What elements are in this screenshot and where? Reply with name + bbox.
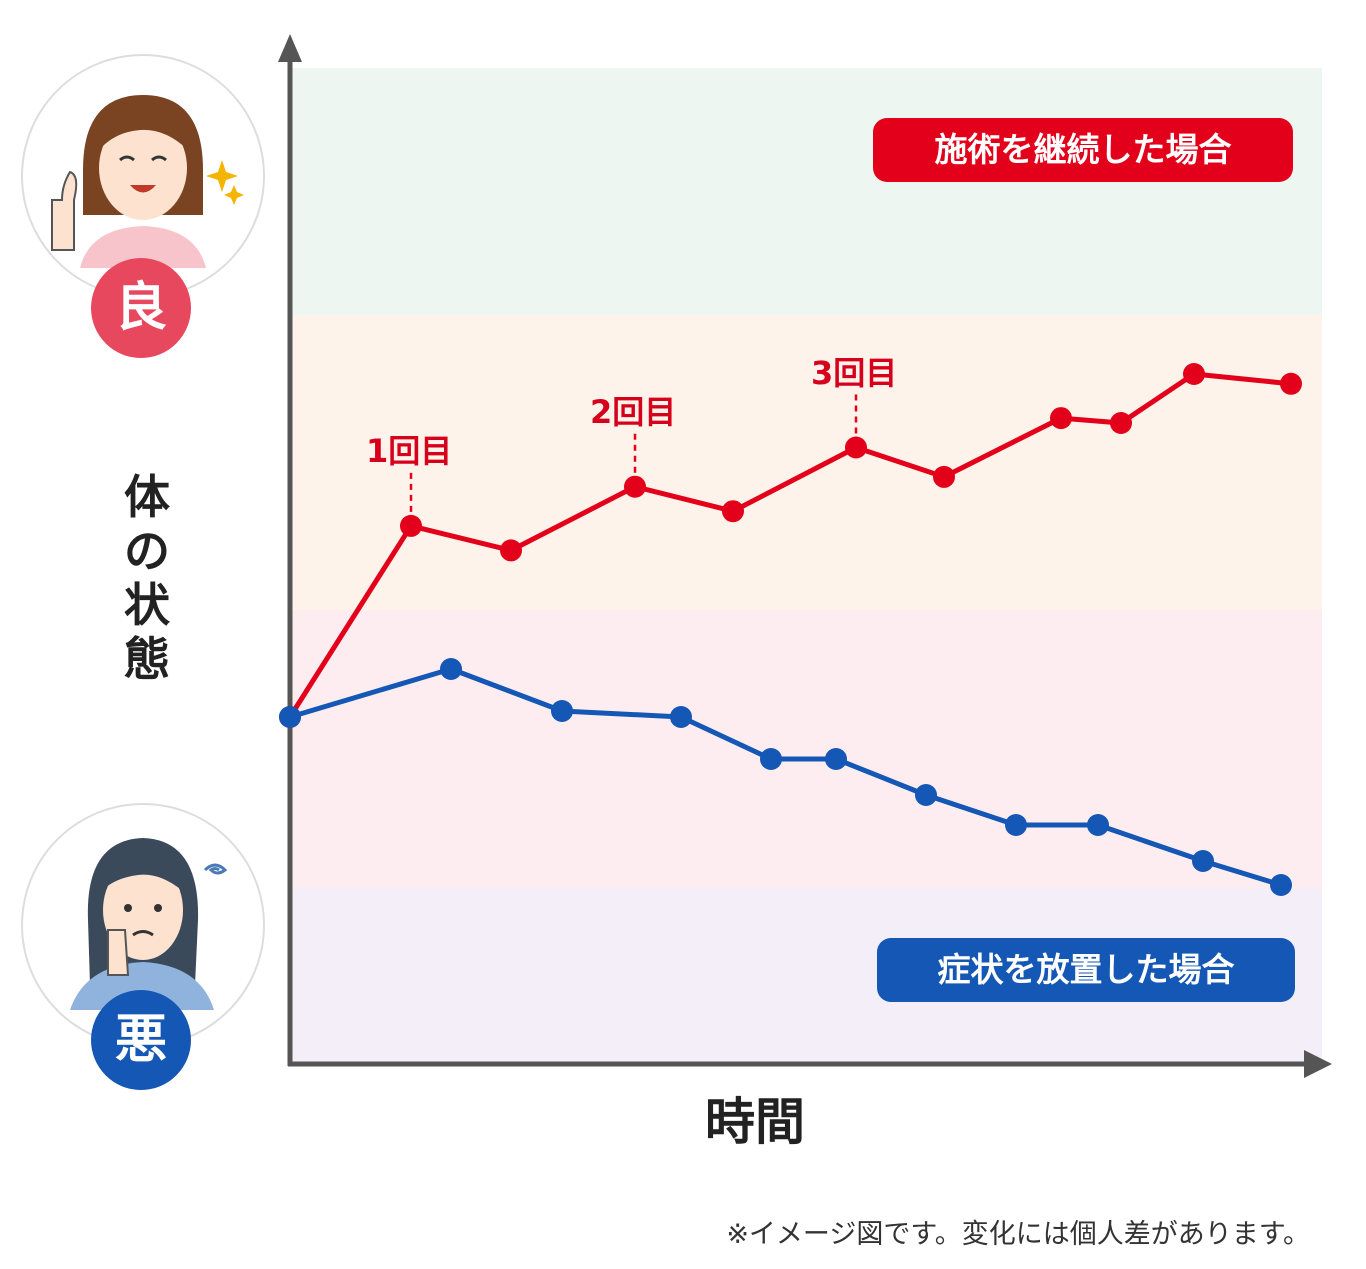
annotations bbox=[409, 389, 858, 512]
footnote: ※イメージ図です。変化には個人差があります。 bbox=[726, 1219, 1310, 1250]
bad-badge: 悪 bbox=[91, 990, 191, 1090]
y-axis-arrow bbox=[278, 34, 302, 62]
series-0-point-3 bbox=[624, 475, 646, 498]
series-1-point-4 bbox=[760, 748, 782, 770]
series-1-point-7 bbox=[1005, 814, 1027, 836]
series-1-point-6 bbox=[915, 784, 937, 806]
series-0-point-5 bbox=[845, 436, 867, 459]
series-1-point-10 bbox=[1270, 874, 1292, 896]
series-1-point-2 bbox=[551, 700, 573, 722]
legend-continued-treatment: 施術を継続した場合 bbox=[873, 118, 1293, 182]
band-0 bbox=[290, 68, 1322, 315]
annotation-label-2: 3回目 bbox=[811, 353, 898, 392]
series-1-point-8 bbox=[1087, 814, 1109, 836]
y-axis-title: 体の状態 bbox=[124, 470, 170, 686]
legend-untreated: 症状を放置した場合 bbox=[877, 938, 1295, 1002]
band-1 bbox=[290, 315, 1322, 610]
series-0-point-9 bbox=[1183, 363, 1205, 385]
good-avatar bbox=[21, 54, 265, 298]
bad-avatar bbox=[21, 803, 265, 1047]
series-0-point-4 bbox=[722, 500, 744, 523]
x-axis-arrow bbox=[1304, 1050, 1332, 1078]
series-0-point-2 bbox=[500, 539, 522, 562]
series-0-point-8 bbox=[1110, 412, 1132, 434]
annotation-label-0: 1回目 bbox=[366, 431, 453, 470]
good-badge: 良 bbox=[91, 258, 191, 358]
series-0-point-10 bbox=[1280, 372, 1302, 395]
series-0-point-1 bbox=[400, 514, 422, 537]
series-lines bbox=[279, 363, 1302, 896]
series-1-point-0 bbox=[279, 706, 301, 728]
annotation-label-1: 2回目 bbox=[590, 392, 677, 431]
background-bands bbox=[290, 68, 1322, 1064]
series-1-point-3 bbox=[670, 706, 692, 728]
series-1-point-5 bbox=[825, 748, 847, 770]
axes bbox=[278, 34, 1332, 1078]
series-1-point-9 bbox=[1192, 850, 1214, 872]
x-axis-title: 時間 bbox=[705, 1093, 805, 1151]
series-1-point-1 bbox=[440, 658, 462, 680]
series-0-point-7 bbox=[1050, 407, 1072, 430]
series-0-point-6 bbox=[933, 465, 955, 488]
